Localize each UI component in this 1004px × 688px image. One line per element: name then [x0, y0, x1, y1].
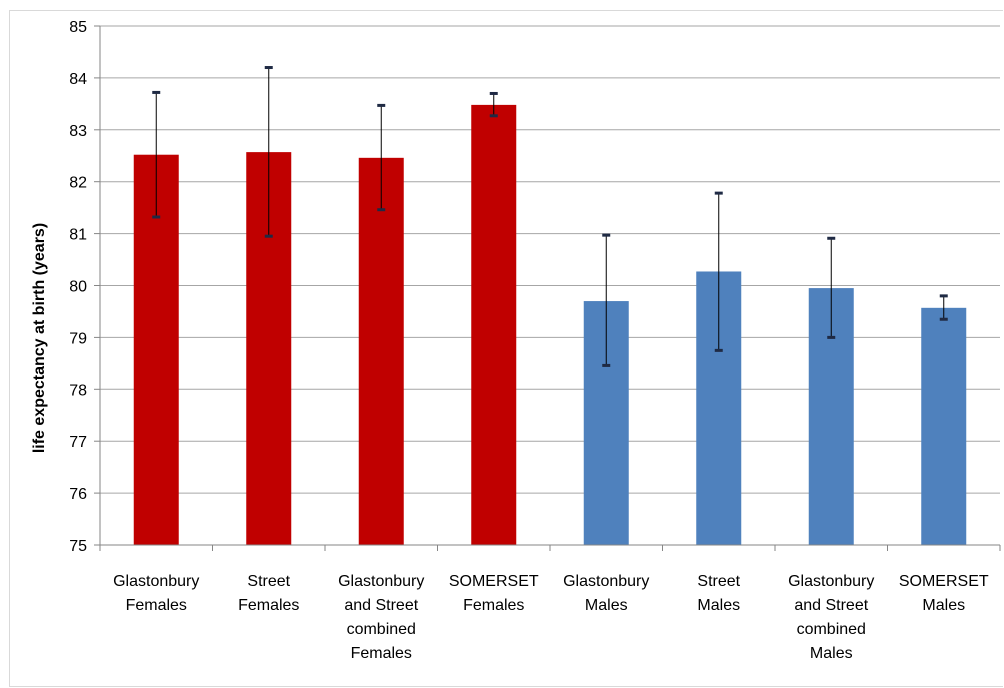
x-category-label-line: Glastonbury [113, 573, 199, 590]
y-tick-label: 85 [69, 19, 87, 36]
y-tick-label: 83 [69, 123, 87, 140]
x-category-label-line: and Street [344, 597, 418, 614]
x-category-label-line: SOMERSET [449, 573, 539, 590]
x-category-label-line: Street [247, 573, 290, 590]
y-tick-label: 77 [69, 434, 87, 451]
y-axis-title: life expectancy at birth (years) [31, 223, 48, 453]
x-category-label-line: and Street [794, 597, 868, 614]
chart-frame [9, 10, 1003, 687]
bar [133, 154, 179, 545]
error-bars [152, 66, 948, 367]
x-category-label-line: combined [347, 621, 416, 638]
x-category-label-line: SOMERSET [899, 573, 989, 590]
x-category-label: Glastonbury Males [563, 573, 649, 614]
y-tick-label: 76 [69, 486, 87, 503]
y-tick-label: 81 [69, 227, 87, 244]
x-category-label-line: combined [797, 621, 866, 638]
x-category-label-line: Males [697, 597, 740, 614]
x-category-label: Street Females [238, 573, 299, 614]
bars [133, 104, 967, 546]
x-category-label-line: Males [922, 597, 965, 614]
x-category-label: Glastonbury and Street combined Males [788, 573, 874, 662]
y-tick-label: 80 [69, 279, 87, 296]
x-category-label-line: Glastonbury [788, 573, 874, 590]
y-tick-label: 79 [69, 330, 87, 347]
x-category-label-line: Glastonbury [338, 573, 424, 590]
x-category-label: Glastonbury and Street combined Females [338, 573, 424, 662]
x-category-label-line: Females [351, 645, 412, 662]
y-tick-label: 75 [69, 538, 87, 555]
bar [471, 104, 517, 545]
x-category-label: Street Males [697, 573, 740, 614]
bar [358, 157, 404, 546]
x-category-label: SOMERSET Males [899, 573, 989, 614]
x-category-label-line: Street [697, 573, 740, 590]
gridlines [100, 25, 1000, 494]
bar [921, 307, 967, 545]
x-category-label-line: Females [463, 597, 524, 614]
x-category-label: SOMERSET Females [449, 573, 539, 614]
x-category-label-line: Females [126, 597, 187, 614]
x-category-label: Glastonbury Females [113, 573, 199, 614]
x-category-label-line: Females [238, 597, 299, 614]
y-tick-labels: 75 76 77 78 79 80 81 82 83 84 85 [69, 19, 87, 555]
y-tick-label: 78 [69, 382, 87, 399]
x-category-label-line: Males [585, 597, 628, 614]
y-tick-label: 82 [69, 175, 87, 192]
axes [94, 25, 1001, 551]
x-category-label-line: Glastonbury [563, 573, 649, 590]
x-category-label-line: Males [810, 645, 853, 662]
y-tick-label: 84 [69, 71, 87, 88]
